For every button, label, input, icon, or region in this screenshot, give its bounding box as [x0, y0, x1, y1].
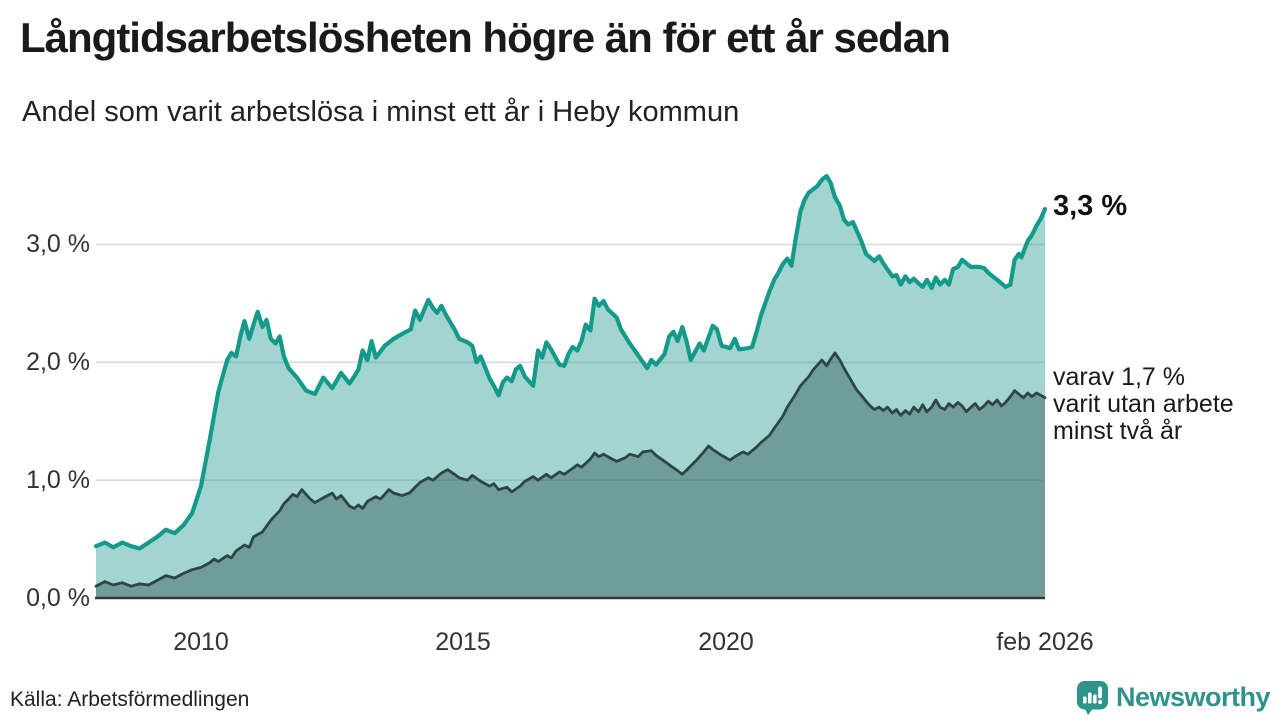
series-line-1 — [93, 174, 1048, 551]
newsworthy-brand-text: Newsworthy — [1115, 682, 1271, 712]
x-tick-label: feb 2026 — [996, 628, 1094, 656]
series2-end-label-line1: varav 1,7 % — [1053, 362, 1186, 391]
series2-end-label: varav 1,7 % varit utan arbete minst två … — [1053, 362, 1234, 445]
newsworthy-bubble-chart-icon — [1076, 681, 1108, 715]
y-tick-label: 1,0 % — [26, 466, 90, 495]
source-note: Källa: Arbetsförmedlingen — [10, 688, 250, 711]
series1-end-label: 3,3 % — [1053, 190, 1128, 223]
series-area-2 — [96, 352, 1045, 598]
series-line-2 — [94, 351, 1047, 588]
page-subtitle: Andel som varit arbetslösa i minst ett å… — [22, 96, 740, 128]
x-tick-label: 2015 — [435, 628, 491, 656]
x-tick-label: 2010 — [173, 628, 229, 656]
page-title: Långtidsarbetslösheten högre än för ett … — [20, 14, 951, 61]
y-tick-label: 3,0 % — [26, 230, 90, 259]
y-tick-label: 2,0 % — [26, 348, 90, 377]
series2-end-label-line3: minst två år — [1053, 416, 1183, 445]
x-tick-label: 2020 — [698, 628, 754, 656]
y-tick-label: 0,0 % — [26, 584, 90, 612]
series2-end-label-line2: varit utan arbete — [1053, 389, 1234, 418]
newsworthy-logo: Newsworthy — [1076, 680, 1271, 715]
